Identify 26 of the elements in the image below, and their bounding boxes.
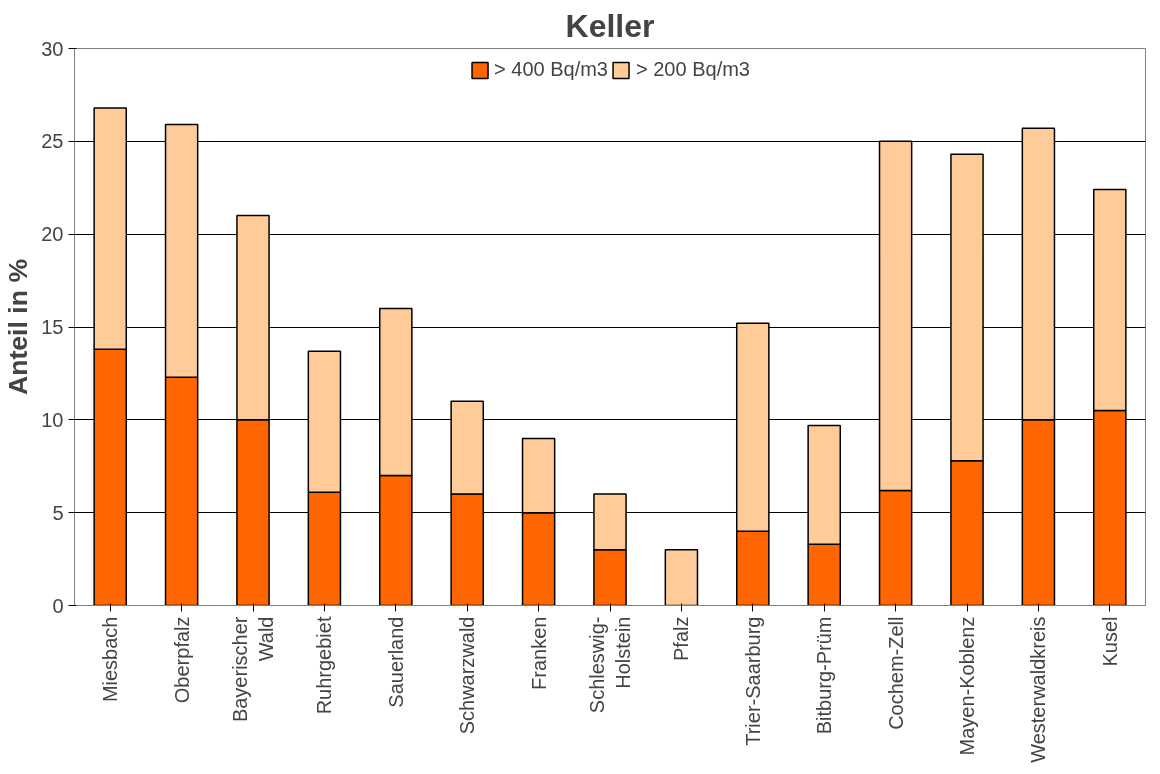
y-tick-label: 5	[52, 501, 64, 524]
x-tick-label: Kusel	[1098, 616, 1121, 667]
x-tick-label: Franken	[527, 616, 550, 690]
y-tick-label: 30	[41, 37, 64, 60]
legend-label: > 200 Bq/m3	[636, 58, 750, 81]
x-tick-label: Mayen-Koblenz	[956, 616, 978, 756]
x-tick-label: Schleswig- Holstein	[585, 616, 635, 714]
x-tick-label: Bitburg-Prüm	[813, 616, 836, 735]
x-tick-label: Schwarzwald	[456, 616, 479, 735]
x-tick-label: Cochem-Zell	[884, 616, 907, 730]
x-tick-label: Miesbach	[99, 616, 122, 703]
legend-label: > 400 Bq/m3	[494, 58, 608, 81]
x-tick-label: Bayerischer Wald	[228, 616, 278, 723]
y-tick-label: 10	[41, 408, 64, 431]
x-tick-label: Sauerland	[384, 616, 407, 708]
x-tick-label: Ruhrgebiet	[313, 616, 336, 715]
y-axis-title: Anteil in %	[3, 258, 34, 396]
y-tick-label: 15	[41, 316, 64, 338]
x-tick-label: Trier-Saarburg	[741, 616, 764, 746]
y-tick-label: 20	[41, 223, 64, 246]
y-tick-label: 25	[41, 130, 64, 153]
y-tick-label: 0	[52, 594, 64, 617]
x-tick-label: Oberpfalz	[170, 616, 193, 704]
chart-title: Keller	[565, 7, 655, 44]
x-tick-label: Pfalz	[670, 616, 693, 661]
x-tick-label: Westerwaldkreis	[1027, 616, 1050, 763]
